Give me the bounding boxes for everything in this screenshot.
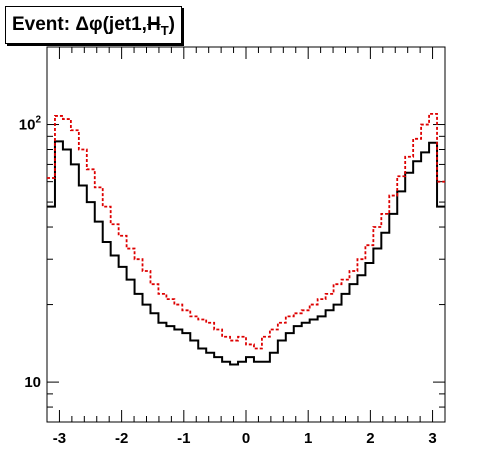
series-layer (47, 112, 445, 366)
y-tick-label: 10 (24, 374, 41, 391)
y-tick-exponent: 2 (35, 115, 41, 126)
axis-ticks (46, 46, 446, 422)
x-tick-label: 0 (242, 430, 250, 447)
chart-title-sub: T (160, 22, 169, 38)
chart-title: Event: Δφ(jet1,HT) (5, 6, 182, 44)
x-tick-label: 3 (428, 430, 436, 447)
y-tick-label: 102 (19, 115, 42, 134)
chart-title-met: H (146, 14, 161, 35)
x-tick-label: 1 (304, 430, 312, 447)
chart-title-main: Event: Δφ(jet1, (12, 14, 147, 35)
x-tick-label: -3 (53, 430, 66, 447)
plot-frame (46, 46, 446, 423)
tick-labels: -3 -2 -1 0 1 2 3 10 102 (19, 115, 437, 447)
chart-title-close: ) (168, 14, 175, 35)
x-tick-label: -2 (115, 430, 128, 447)
series-line-solid (47, 140, 445, 366)
x-tick-label: 2 (366, 430, 374, 447)
x-tick-label: -1 (177, 430, 190, 447)
